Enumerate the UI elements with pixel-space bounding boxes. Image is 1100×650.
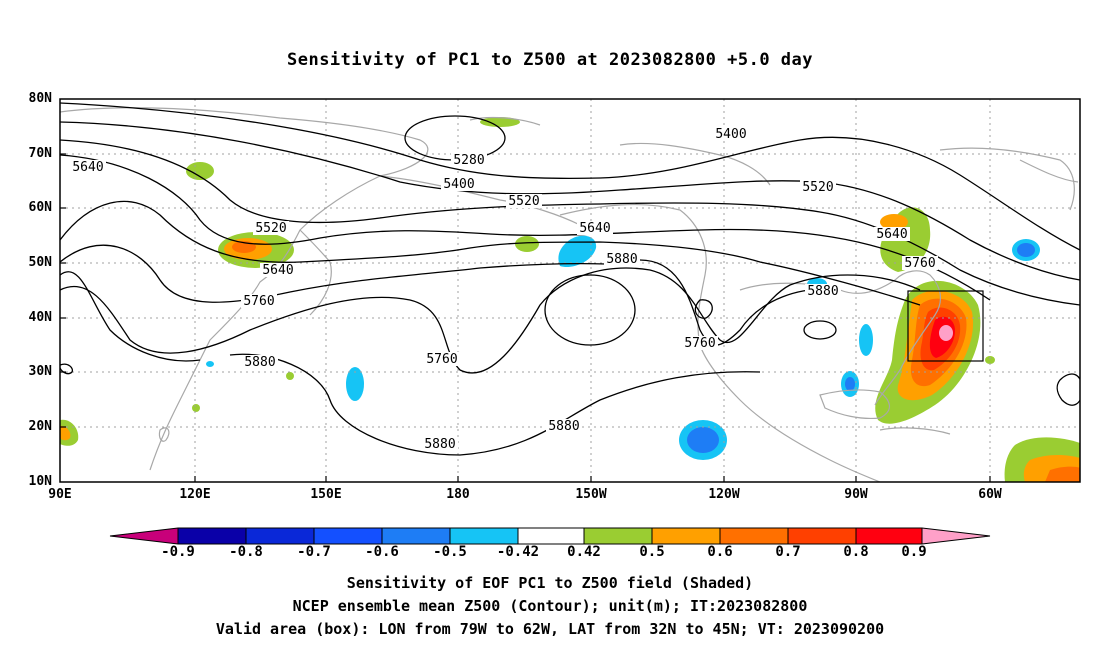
lon-label-150e: 150E [310,487,342,502]
colorbar-swatch [856,528,922,544]
graticule [60,99,1080,482]
contour-label-text: 5880 [244,355,275,370]
lat-label-50n: 50N [28,255,52,270]
colorbar-swatch [788,528,856,544]
lat-label-20n: 20N [28,419,52,434]
colorbar [109,527,991,545]
z500-contours [60,102,1080,456]
colorbar-swatch [314,528,382,544]
contour-label-text: 5880 [606,252,637,267]
contour-label-text: 5760 [426,352,457,367]
contour-label-text: 5760 [684,336,715,351]
caption-valid-area: Valid area (box): LON from 79W to 62W, L… [215,620,885,638]
contour-label-5760: 5760 [424,352,460,367]
contour-label-5520: 5520 [253,221,289,236]
contour-label-5760: 5760 [241,294,277,309]
colorbar-swatch [720,528,788,544]
lon-label-60w: 60W [978,487,1002,502]
contour-label-text: 5640 [579,221,610,236]
contour-label-text: 5880 [548,419,579,434]
lat-label-10n: 10N [28,474,52,489]
contour-label-text: 5760 [904,256,935,271]
lat-label-30n: 30N [28,364,52,379]
axis-ticks [60,153,991,482]
contour-label-5400: 5400 [441,177,477,192]
contour-label-5880: 5880 [422,437,458,452]
contour-label-5760: 5760 [902,256,938,271]
lat-label-60n: 60N [28,200,52,215]
contour-label-5880: 5880 [604,252,640,267]
contour-label-text: 5400 [443,177,474,192]
contour-labels: 5280 5400 5400 5520 5520 5520 5640 5640 … [70,127,938,452]
colorbar-label: -0.5 [433,544,467,560]
colorbar-swatch [246,528,314,544]
contour-label-5520: 5520 [800,180,836,195]
contour-label-5280: 5280 [451,153,487,168]
colorbar-swatch [652,528,720,544]
colorbar-label: 0.8 [843,544,869,560]
lon-label-180: 180 [446,487,470,502]
contour-label-text: 5520 [802,180,833,195]
map-frame [59,98,1081,483]
colorbar-label: 0.7 [775,544,801,560]
colorbar-label: -0.8 [229,544,263,560]
contour-label-text: 5640 [262,263,293,278]
lat-label-40n: 40N [28,310,52,325]
caption-contour: NCEP ensemble mean Z500 (Contour); unit(… [292,597,808,615]
colorbar-label: 0.42 [567,544,601,560]
contour-label-text: 5400 [715,127,746,142]
contour-label-text: 5760 [243,294,274,309]
contour-label-5640: 5640 [577,221,613,236]
lon-label-120e: 120E [179,487,211,502]
lat-label-70n: 70N [28,146,52,161]
colorbar-label: -0.42 [496,544,540,560]
contour-label-text: 5280 [453,153,484,168]
lon-label-90w: 90W [844,487,868,502]
colorbar-swatch-above [922,528,990,544]
contour-label-5640: 5640 [874,227,910,242]
colorbar-label: -0.6 [365,544,399,560]
contour-label-5880: 5880 [546,419,582,434]
contour-label-text: 5880 [807,284,838,299]
contour-label-text: 5520 [508,194,539,209]
colorbar-label: -0.7 [297,544,331,560]
colorbar-label: 0.5 [639,544,665,560]
colorbar-label: -0.9 [161,544,195,560]
lon-label-120w: 120W [708,487,740,502]
contour-label-text: 5520 [255,221,286,236]
colorbar-swatch-below [110,528,178,544]
contour-label-5400: 5400 [713,127,749,142]
contour-label-text: 5880 [424,437,455,452]
colorbar-swatch [382,528,450,544]
map-title: Sensitivity of PC1 to Z500 at 2023082800… [286,50,813,70]
valid-area-box [907,290,984,362]
contour-label-text: 5640 [72,160,103,175]
colorbar-label: 0.6 [707,544,733,560]
colorbar-swatch [584,528,652,544]
lon-label-150w: 150W [575,487,607,502]
colorbar-label: 0.9 [901,544,927,560]
colorbar-swatch [518,528,584,544]
caption-shading: Sensitivity of EOF PC1 to Z500 field (Sh… [346,574,754,592]
contour-label-5880: 5880 [805,284,841,299]
contour-label-5760: 5760 [682,336,718,351]
colorbar-swatch [178,528,246,544]
lon-label-90e: 90E [48,487,72,502]
contour-label-5640: 5640 [70,160,106,175]
colorbar-swatch [450,528,518,544]
contour-label-5640: 5640 [260,263,296,278]
contour-label-5520: 5520 [506,194,542,209]
lat-label-80n: 80N [28,91,52,106]
contour-label-text: 5640 [876,227,907,242]
contour-label-5880: 5880 [242,355,278,370]
